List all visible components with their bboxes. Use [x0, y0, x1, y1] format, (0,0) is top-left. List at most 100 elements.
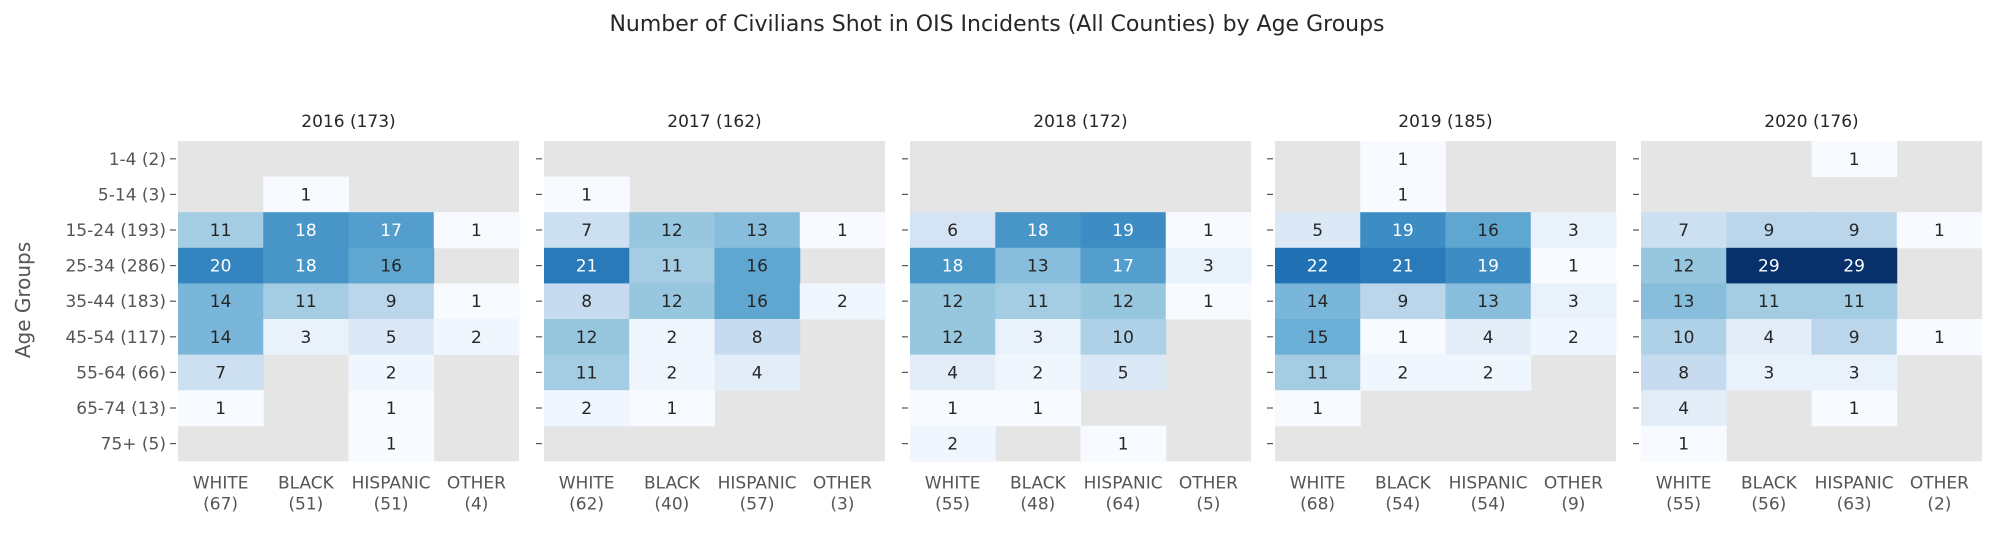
cell-value-label: 16 [746, 292, 768, 312]
cell-value-label: 10 [1112, 328, 1134, 348]
heatmap-cell [1811, 283, 1898, 320]
heatmap-cell [1275, 283, 1361, 320]
heatmap-cell [263, 283, 349, 320]
heatmap-cell [348, 425, 435, 462]
chart-title: Number of Civilians Shot in OIS Incident… [609, 12, 1384, 37]
cell-value-label: 12 [942, 328, 964, 348]
heatmap-panel: 2017 (162)17 12 13 121 11 168 12 16 212 2 811 2 42 1W… [536, 112, 886, 514]
heatmap-cell [544, 212, 630, 249]
y-tick-label: 35-44 (183) [65, 292, 166, 312]
cell-value-label: 14 [1307, 292, 1329, 312]
cell-value-label: 12 [661, 292, 683, 312]
x-tick-count: (67) [203, 494, 238, 514]
x-tick-count: (51) [288, 494, 323, 514]
heatmap-cell [1360, 141, 1446, 178]
heatmap-panel: 2019 (185)115 19 16 322 21 19 114 9 13 315 1 4 211 2 2… [1267, 112, 1617, 514]
x-tick-label: HISPANIC [1449, 473, 1528, 493]
heatmap-cell [714, 319, 801, 356]
heatmap-cell [1445, 354, 1532, 391]
cell-value-label: 4 [752, 363, 763, 383]
heatmap-cell [714, 247, 801, 284]
heatmap-cell [1275, 212, 1361, 249]
heatmap-cell [995, 212, 1081, 249]
cell-value-label: 18 [1027, 221, 1049, 241]
cell-value-label: 11 [1027, 292, 1049, 312]
cell-value-label: 12 [1673, 257, 1695, 277]
x-tick-count: (51) [374, 494, 409, 514]
heatmap-cell [433, 283, 520, 320]
heatmap-cell [1275, 319, 1361, 356]
heatmap-cell [1080, 319, 1167, 356]
cell-value-label: 20 [210, 257, 232, 277]
y-tick-label: 1-4 (2) [109, 150, 166, 170]
cell-value-label: 1 [1203, 292, 1214, 312]
heatmap-cell [263, 247, 349, 284]
cell-value-label: 11 [576, 363, 598, 383]
x-tick-label: WHITE [925, 473, 981, 493]
x-tick-count: (4) [464, 494, 488, 514]
x-tick-label: WHITE [1656, 473, 1712, 493]
x-tick-count: (63) [1837, 494, 1872, 514]
heatmap-cell [348, 283, 435, 320]
cell-value-label: 1 [1568, 257, 1579, 277]
cell-value-label: 11 [1307, 363, 1329, 383]
cell-value-label: 2 [471, 328, 482, 348]
heatmap-cell [995, 283, 1081, 320]
x-tick-count: (40) [654, 494, 689, 514]
cell-value-label: 13 [1673, 292, 1695, 312]
cell-value-label: 2 [1568, 328, 1579, 348]
cell-value-label: 2 [1483, 363, 1494, 383]
heatmap-cell [910, 425, 996, 462]
x-tick-label: OTHER [1544, 473, 1603, 493]
x-tick-count: (55) [1666, 494, 1701, 514]
heatmap-cell [1445, 283, 1532, 320]
y-tick-label: 45-54 (117) [65, 328, 166, 348]
heatmap-cell [714, 354, 801, 391]
cell-value-label: 7 [1678, 221, 1689, 241]
heatmap-cell [544, 390, 630, 427]
heatmap-cell [348, 212, 435, 249]
heatmap-cell [799, 283, 886, 320]
x-tick-label: OTHER [447, 473, 506, 493]
heatmap-cell [1641, 354, 1727, 391]
heatmap-cell [178, 247, 264, 284]
cell-value-label: 18 [295, 257, 317, 277]
heatmap-cell [1165, 212, 1252, 249]
heatmap-cell [995, 390, 1081, 427]
cell-value-label: 3 [1568, 292, 1579, 312]
x-tick-count: (56) [1751, 494, 1786, 514]
heatmap-cell [1896, 319, 1983, 356]
cell-value-label: 1 [1849, 399, 1860, 419]
heatmap-cell [799, 212, 886, 249]
heatmap-cell [1641, 212, 1727, 249]
cell-value-label: 16 [1477, 221, 1499, 241]
heatmap-cell [1896, 212, 1983, 249]
cell-value-label: 1 [300, 185, 311, 205]
cell-value-label: 19 [1112, 221, 1134, 241]
cell-value-label: 11 [1843, 292, 1865, 312]
x-tick-label: HISPANIC [1084, 473, 1163, 493]
cell-value-label: 5 [1118, 363, 1129, 383]
cell-value-label: 13 [1477, 292, 1499, 312]
cell-value-label: 9 [1397, 292, 1408, 312]
heatmap-cell [1811, 247, 1898, 284]
y-tick-label: 75+ (5) [101, 435, 166, 455]
heatmap-cell [544, 283, 630, 320]
heatmap-cell [1275, 354, 1361, 391]
heatmap-cell [1530, 212, 1617, 249]
cell-value-label: 8 [1678, 363, 1689, 383]
heatmap-cell [433, 319, 520, 356]
heatmap-cell [1165, 283, 1252, 320]
heatmap-cell [1445, 319, 1532, 356]
cell-value-label: 1 [386, 435, 397, 455]
x-tick-count: (9) [1561, 494, 1585, 514]
cell-value-label: 2 [947, 435, 958, 455]
heatmap-cell [910, 390, 996, 427]
x-tick-label: HISPANIC [352, 473, 431, 493]
cell-value-label: 3 [1203, 257, 1214, 277]
cell-value-label: 9 [386, 292, 397, 312]
cell-value-label: 2 [1032, 363, 1043, 383]
cell-value-label: 15 [1307, 328, 1329, 348]
heatmap-cell [263, 319, 349, 356]
